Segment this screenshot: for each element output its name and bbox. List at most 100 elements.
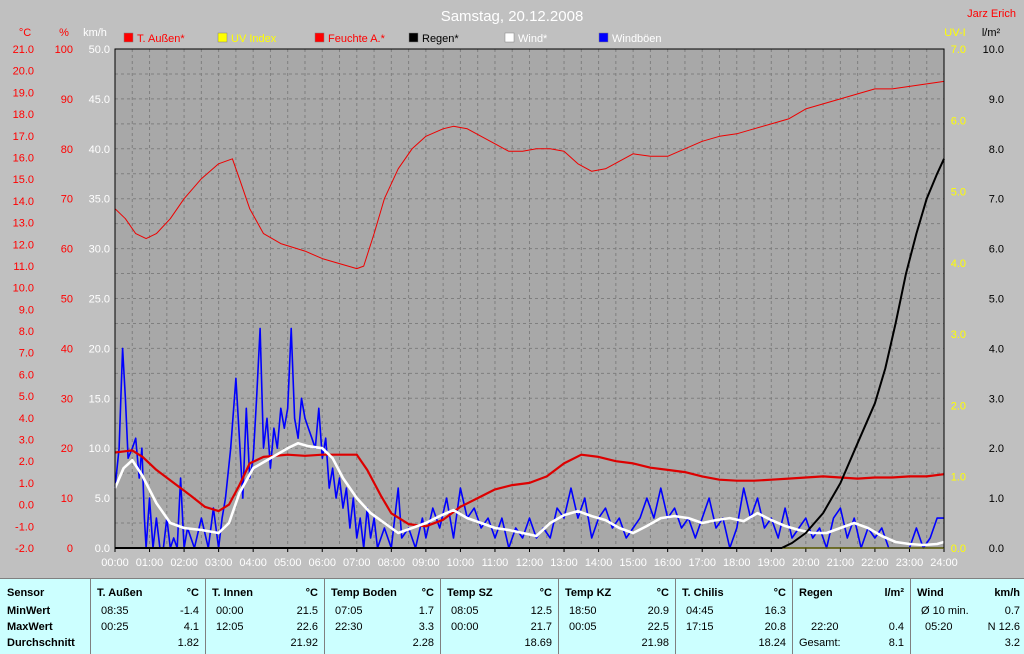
stats-unit: °C bbox=[305, 587, 318, 599]
x-tick-label: 18:00 bbox=[723, 557, 751, 569]
stats-max-time: 00:05 bbox=[569, 621, 597, 633]
stats-max-time: 22:20 bbox=[811, 621, 839, 633]
x-tick-label: 13:00 bbox=[550, 557, 578, 569]
stats-min-time: 08:05 bbox=[451, 605, 479, 617]
stats-total-value: 8.1 bbox=[888, 637, 904, 649]
stats-max-value: 22.5 bbox=[647, 621, 669, 633]
y-tick-label-humidity: 100 bbox=[55, 44, 73, 56]
stats-min-time: 08:35 bbox=[101, 605, 129, 617]
axes: 21.0 20.0 19.0 18.0 17.0 16.0 15.0 14.0 13.0 12.0… bbox=[13, 27, 1004, 569]
stats-unit: km/h bbox=[994, 587, 1020, 599]
y-tick-label-wind: 40.0 bbox=[89, 144, 110, 156]
stats-min-value: 20.9 bbox=[647, 605, 669, 617]
y-axis-unit-temp: °C bbox=[19, 27, 31, 39]
stats-max-value: 4.1 bbox=[183, 621, 199, 633]
y-tick-label-humidity: 60 bbox=[61, 244, 73, 256]
y-tick-label-temp: -2.0 bbox=[15, 543, 34, 555]
stats-min-value: 1.7 bbox=[418, 605, 434, 617]
x-tick-label: 07:00 bbox=[343, 557, 371, 569]
stats-avg-value: 18.24 bbox=[758, 637, 786, 649]
y-tick-label-humidity: 20 bbox=[61, 443, 73, 455]
y-tick-label-rain: 3.0 bbox=[989, 393, 1004, 405]
y-tick-label-wind: 25.0 bbox=[89, 294, 110, 306]
stats-col-temp-kz: Temp KZ °C 18:50 20.9 00:05 22.5 21.98 bbox=[559, 579, 676, 654]
stats-min-time: 00:00 bbox=[216, 605, 244, 617]
y-tick-label-rain: 2.0 bbox=[989, 443, 1004, 455]
y-tick-label-temp: 14.0 bbox=[13, 196, 34, 208]
y-tick-label-humidity: 70 bbox=[61, 194, 73, 206]
y-tick-label-temp: 6.0 bbox=[19, 369, 34, 381]
stats-min-time: 07:05 bbox=[335, 605, 363, 617]
y-tick-label-rain: 7.0 bbox=[989, 194, 1004, 206]
stats-header: T. Innen bbox=[212, 587, 253, 599]
x-tick-label: 23:00 bbox=[896, 557, 924, 569]
x-tick-label: 03:00 bbox=[205, 557, 233, 569]
x-tick-label: 21:00 bbox=[827, 557, 855, 569]
y-tick-label-temp: 17.0 bbox=[13, 131, 34, 143]
weather-chart: Samstag, 20.12.2008 Jarz Erich 21.0 20.0 1… bbox=[13, 8, 1016, 569]
stats-unit: °C bbox=[773, 587, 786, 599]
y-tick-label-temp: 4.0 bbox=[19, 413, 34, 425]
y-tick-label-wind: 45.0 bbox=[89, 94, 110, 106]
stats-col-regen: Regen l/m² 22:20 0.4 Gesamt: 8.1 bbox=[793, 579, 911, 654]
y-tick-label-wind: 10.0 bbox=[89, 443, 110, 455]
stats-header: Regen bbox=[799, 587, 833, 599]
stats-avg-value: 2.28 bbox=[412, 637, 434, 649]
stats-min-value: 12.5 bbox=[530, 605, 552, 617]
stats-header: T. Chilis bbox=[682, 587, 724, 599]
stats-max-time: 00:25 bbox=[101, 621, 129, 633]
y-tick-label-temp: -1.0 bbox=[15, 521, 34, 533]
stats-col-temp-sz: Temp SZ °C 08:05 12.5 00:00 21.7 18.69 bbox=[441, 579, 559, 654]
stats-min-value: 16.3 bbox=[764, 605, 786, 617]
x-tick-label: 16:00 bbox=[654, 557, 682, 569]
stats-unit: l/m² bbox=[884, 587, 904, 599]
x-tick-label: 15:00 bbox=[619, 557, 647, 569]
x-tick-label: 17:00 bbox=[688, 557, 716, 569]
y-tick-label-humidity: 80 bbox=[61, 144, 73, 156]
plot-frame bbox=[114, 48, 945, 549]
y-tick-label-uv: 2.0 bbox=[951, 400, 966, 412]
y-tick-label-temp: 5.0 bbox=[19, 391, 34, 403]
x-tick-label: 09:00 bbox=[412, 557, 440, 569]
x-tick-label: 11:00 bbox=[482, 557, 509, 569]
y-tick-label-temp: 11.0 bbox=[13, 261, 34, 273]
x-tick-label: 14:00 bbox=[585, 557, 613, 569]
x-tick-label: 02:00 bbox=[170, 557, 198, 569]
x-tick-label: 22:00 bbox=[861, 557, 889, 569]
series-line-feuchte-a bbox=[114, 80, 945, 270]
stats-min-time: 18:50 bbox=[569, 605, 597, 617]
x-tick-label: 05:00 bbox=[274, 557, 302, 569]
series-line-wind bbox=[113, 441, 945, 547]
y-tick-label-humidity: 40 bbox=[61, 343, 73, 355]
stats-min-value: 21.5 bbox=[296, 605, 318, 617]
y-tick-label-uv: 6.0 bbox=[951, 115, 966, 127]
stats-max-value: 20.8 bbox=[764, 621, 786, 633]
y-tick-label-rain: 9.0 bbox=[989, 94, 1004, 106]
y-tick-label-wind: 5.0 bbox=[95, 493, 110, 505]
stats-col-wind: Wind km/h Ø 10 min. 0.7 05:20 N 12.6 3.2 bbox=[911, 579, 1024, 654]
stats-max-time: 22:30 bbox=[335, 621, 363, 633]
y-tick-label-humidity: 30 bbox=[61, 393, 73, 405]
stats-col-t-innen: T. Innen °C 00:00 21.5 12:05 22.6 21.92 bbox=[206, 579, 325, 654]
legend-label: Regen* bbox=[422, 33, 459, 45]
y-tick-label-temp: 1.0 bbox=[19, 478, 34, 490]
stats-header: Temp KZ bbox=[565, 587, 612, 599]
x-tick-label: 06:00 bbox=[308, 557, 336, 569]
x-tick-label: 12:00 bbox=[516, 557, 544, 569]
y-tick-label-rain: 6.0 bbox=[989, 244, 1004, 256]
y-tick-label-temp: 20.0 bbox=[13, 66, 34, 78]
stats-min-time: 04:45 bbox=[686, 605, 714, 617]
x-tick-label: 08:00 bbox=[378, 557, 406, 569]
legend-swatch bbox=[314, 32, 325, 43]
y-tick-label-uv: 3.0 bbox=[951, 329, 966, 341]
legend-label: Windböen bbox=[612, 33, 662, 45]
stats-avg-value: 21.92 bbox=[290, 637, 318, 649]
legend-swatch bbox=[408, 32, 419, 43]
y-tick-label-temp: 16.0 bbox=[13, 152, 34, 164]
y-tick-label-uv: 1.0 bbox=[951, 472, 966, 484]
stats-max-value: 21.7 bbox=[530, 621, 552, 633]
stats-unit: °C bbox=[656, 587, 669, 599]
stats-header: Wind bbox=[917, 587, 944, 599]
legend-label: Feuchte A.* bbox=[328, 33, 386, 45]
stats-max-value: 0.4 bbox=[888, 621, 904, 633]
